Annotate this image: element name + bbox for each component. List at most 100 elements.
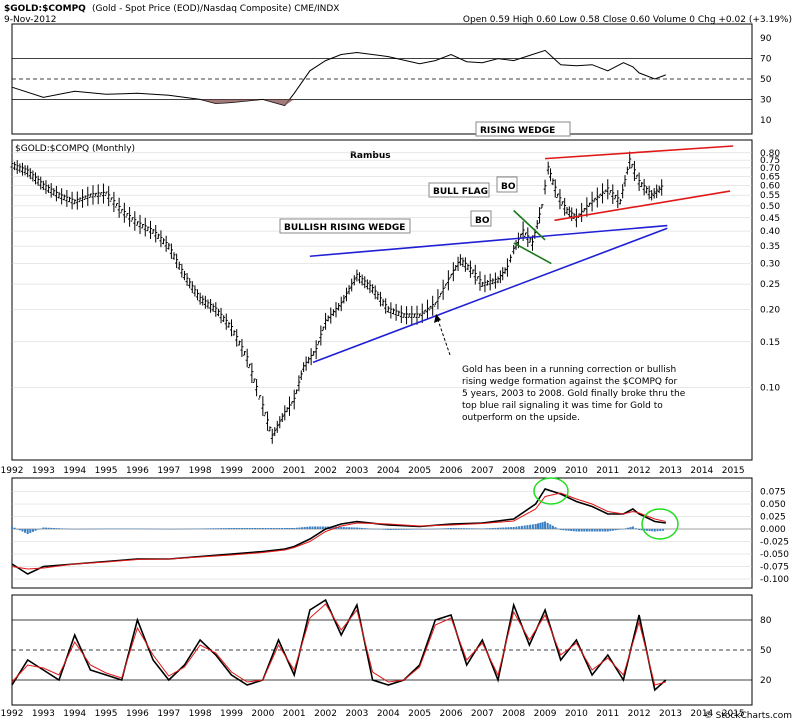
rising-wedge-callout: RISING WEDGE	[475, 121, 571, 137]
macd-histogram-bar	[387, 529, 390, 530]
macd-histogram-bar	[423, 529, 426, 530]
trendline-green-top	[513, 209, 546, 241]
macd-histogram-bar	[281, 528, 284, 529]
bull-flag-callout: BULL FLAG	[428, 182, 490, 198]
macd-histogram-bar	[272, 528, 275, 529]
macd-histogram-bar	[653, 529, 656, 532]
stoch-x-tick-label: 1996	[126, 709, 149, 719]
price-x-tick-label: 2005	[408, 466, 431, 476]
macd-histogram-bar	[170, 528, 173, 530]
macd-histogram-bar	[526, 525, 529, 529]
macd-histogram-bar	[604, 529, 607, 532]
comment-line: 5 years, 2003 to 2008. Gold finally brok…	[462, 389, 686, 399]
macd-histogram-bar	[617, 529, 620, 530]
stoch-x-tick-label: 2011	[596, 709, 619, 719]
stoch-x-tick-label: 2006	[440, 709, 463, 719]
rsi-layer: 10 30 50 70 90	[11, 34, 772, 126]
macd-histogram-bar	[206, 528, 209, 529]
macd-histogram-bar	[578, 529, 581, 532]
macd-histogram-bar	[324, 526, 327, 529]
macd-histogram-bar	[460, 528, 463, 529]
price-x-tick-label: 2002	[314, 466, 337, 476]
macd-histogram-bar	[348, 527, 351, 529]
macd-histogram-bar	[301, 527, 304, 529]
macd-histogram-bar	[212, 528, 215, 529]
macd-histogram-bar	[421, 529, 424, 530]
macd-histogram-bar	[468, 528, 471, 529]
stoch-x-tick-label: 2004	[377, 709, 400, 719]
macd-histogram-bar	[606, 529, 609, 532]
price-tick-label: 0.30	[760, 260, 780, 270]
macd-histogram-bar	[288, 528, 291, 529]
macd-histogram-bar	[319, 526, 322, 529]
macd-histogram-bar	[455, 528, 458, 529]
price-x-tick-label: 2014	[690, 466, 713, 476]
macd-tick-label: -0.025	[760, 538, 789, 548]
macd-histogram-bar	[651, 529, 654, 532]
macd-histogram-bar	[413, 529, 416, 530]
macd-histogram-bar	[50, 527, 53, 529]
trendline-blue-bottom	[312, 227, 668, 364]
macd-histogram-bar	[624, 528, 627, 529]
stoch-x-tick-label: 2002	[314, 709, 337, 719]
macd-histogram-bar	[494, 527, 497, 529]
comment-line: Gold has been in a running correction or…	[462, 365, 676, 375]
price-x-tick-label: 2008	[502, 466, 525, 476]
macd-tick-label: -0.075	[760, 563, 789, 573]
macd-histogram-bar	[21, 529, 24, 532]
macd-histogram-bar	[515, 526, 518, 529]
macd-histogram-bar	[544, 521, 547, 529]
stoch-x-tick-label: 2001	[283, 709, 306, 719]
price-tick-label: 0.80	[760, 149, 780, 159]
price-tick-label: 0.35	[760, 242, 780, 252]
macd-histogram-bar	[52, 528, 55, 529]
macd-histogram-bar	[426, 529, 429, 530]
macd-histogram-bar	[295, 527, 298, 529]
macd-histogram-bar	[444, 528, 447, 529]
macd-histogram-bar	[144, 528, 147, 530]
comment-line: outperform on the upside.	[462, 413, 580, 423]
price-x-tick-label: 2006	[440, 466, 463, 476]
rsi-tick-label: 70	[760, 55, 772, 65]
trendline-red-top	[544, 145, 734, 160]
macd-histogram-bar	[376, 529, 379, 530]
macd-histogram-bar	[308, 526, 311, 529]
price-x-tick-label: 1996	[126, 466, 149, 476]
macd-histogram-bar	[178, 528, 181, 530]
macd-histogram-bar	[476, 528, 479, 529]
macd-histogram-bar	[402, 529, 405, 530]
macd-histogram-bar	[133, 528, 136, 529]
macd-histogram-bar	[243, 528, 246, 529]
comment-pointer	[437, 319, 451, 356]
price-x-tick-label: 2010	[565, 466, 588, 476]
macd-histogram-bar	[585, 529, 588, 532]
trendline-green-bottom	[513, 242, 552, 265]
macd-histogram-bar	[520, 525, 523, 529]
macd-histogram-bar	[534, 524, 537, 529]
macd-histogram-bar	[662, 529, 665, 531]
macd-histogram-bar	[442, 528, 445, 529]
macd-histogram-bar	[332, 526, 335, 529]
macd-histogram-bar	[434, 528, 437, 530]
macd-histogram-bar	[246, 528, 249, 529]
rsi-tick-label: 50	[760, 75, 772, 85]
macd-histogram-bar	[78, 528, 81, 530]
macd-histogram-bar	[128, 528, 131, 529]
macd-histogram-bar	[345, 527, 348, 529]
stoch-tick-label: 20	[760, 676, 772, 686]
macd-histogram-bar	[436, 528, 439, 530]
macd-histogram-bar	[24, 529, 27, 533]
macd-histogram-bar	[298, 527, 301, 529]
price-x-tick-label: 1998	[189, 466, 212, 476]
macd-histogram-bar	[629, 527, 632, 529]
price-x-tick-label: 2003	[345, 466, 368, 476]
macd-histogram-bar	[76, 528, 79, 530]
macd-histogram-bar	[37, 529, 40, 530]
macd-histogram-bar	[529, 524, 532, 529]
price-layer: 0.800.750.700.650.600.550.50 0.45 0.40 0.35…	[10, 145, 780, 444]
stoch-x-tick-label: 1993	[32, 709, 55, 719]
macd-histogram-bar	[486, 528, 489, 529]
header-date: 9-Nov-2012	[4, 15, 56, 25]
bo-label-1: BO	[501, 182, 516, 192]
